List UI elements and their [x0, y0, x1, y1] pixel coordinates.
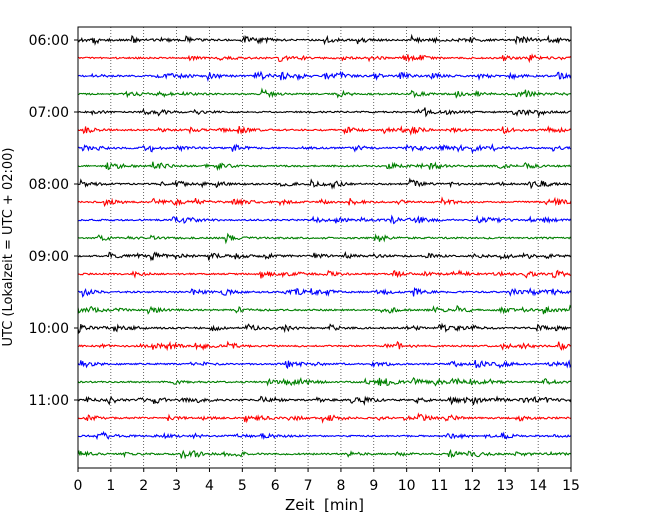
y-tick-label-4: 10:00	[29, 321, 69, 337]
trace-0900	[77, 251, 572, 262]
trace-0815	[77, 196, 572, 208]
trace-0600	[77, 33, 572, 46]
trace-1100	[77, 395, 572, 406]
plot-frame	[77, 26, 572, 469]
x-tick-label-8: 8	[336, 478, 345, 494]
trace-1130	[77, 430, 572, 441]
seismic-traces	[77, 33, 572, 460]
trace-0745	[77, 161, 572, 172]
x-tick-label-7: 7	[304, 478, 313, 494]
y-tick-label-3: 09:00	[29, 249, 69, 265]
y-tick-label-5: 11:00	[29, 393, 69, 409]
x-axis-ticks: 0 1 2 3 4 5 6 7 8 9 10 11 12 13 14 15	[74, 468, 580, 494]
trace-0730	[77, 142, 572, 155]
y-tick-label-1: 07:00	[29, 105, 69, 121]
trace-0915	[77, 269, 572, 279]
trace-0930	[77, 287, 572, 298]
x-tick-label-6: 6	[271, 478, 280, 494]
trace-1015	[77, 340, 572, 352]
trace-0945	[77, 304, 572, 315]
x-tick-label-1: 1	[106, 478, 115, 494]
x-tick-label-11: 11	[431, 478, 449, 494]
trace-0800	[77, 177, 572, 190]
x-tick-label-14: 14	[529, 478, 547, 494]
x-tick-label-10: 10	[398, 478, 416, 494]
x-tick-label-3: 3	[172, 478, 181, 494]
x-tick-label-9: 9	[369, 478, 378, 494]
trace-1000	[77, 322, 572, 334]
x-tick-label-4: 4	[205, 478, 214, 494]
trace-0830	[77, 214, 572, 225]
trace-1115	[77, 412, 572, 424]
x-tick-label-13: 13	[496, 478, 514, 494]
y-tick-label-0: 06:00	[29, 33, 69, 49]
trace-1045	[77, 376, 572, 387]
trace-0645	[77, 87, 572, 99]
y-tick-label-2: 08:00	[29, 177, 69, 193]
y-axis-label: UTC (Lokalzeit = UTC + 02:00)	[1, 148, 16, 347]
x-tick-label-12: 12	[463, 478, 481, 494]
trace-0715	[77, 125, 572, 136]
plot-area	[78, 27, 571, 468]
trace-1030	[77, 359, 572, 370]
trace-0630	[77, 70, 572, 83]
trace-0845	[77, 232, 572, 245]
x-tick-label-15: 15	[562, 478, 580, 494]
trace-1145	[77, 448, 572, 460]
trace-0700	[77, 107, 572, 118]
x-tick-label-2: 2	[139, 478, 148, 494]
x-tick-label-0: 0	[74, 478, 83, 494]
x-tick-label-5: 5	[238, 478, 247, 494]
trace-0615	[77, 53, 572, 64]
x-axis-label: Zeit [min]	[285, 496, 364, 514]
y-axis-ticks: 06:00 07:00 08:00 09:00 10:00 11:00	[29, 33, 78, 409]
